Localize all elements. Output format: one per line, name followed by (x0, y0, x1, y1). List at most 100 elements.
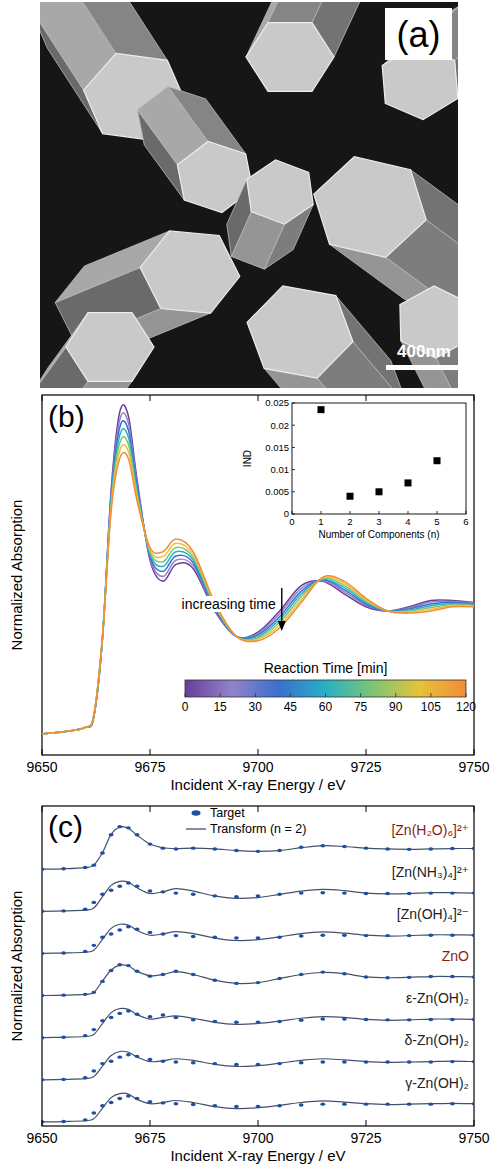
colorbar-tick (395, 693, 396, 697)
target-point (450, 891, 455, 894)
target-point (407, 1060, 412, 1063)
crystal (137, 87, 252, 213)
target-point (174, 1016, 179, 1019)
target-point (407, 1018, 412, 1021)
spectrum-line (42, 437, 474, 734)
target-point (109, 1101, 114, 1104)
crystal-top (247, 286, 353, 378)
target-point (126, 1009, 131, 1012)
target-point (109, 889, 114, 892)
target-point (256, 981, 261, 984)
colorbar-tick-label: 75 (354, 700, 368, 714)
target-point (148, 1058, 153, 1061)
crystal-face (227, 179, 252, 256)
colorbar: Reaction Time [min]0153045607590105120 (182, 660, 477, 714)
target-point (342, 891, 347, 894)
target-point (385, 1018, 390, 1021)
target-point (91, 1111, 96, 1114)
target-point (100, 1019, 105, 1022)
target-point (256, 894, 261, 897)
target-point (320, 1017, 325, 1020)
legend-label: Transform (n = 2) (210, 822, 306, 836)
target-point (100, 980, 105, 983)
target-point (191, 846, 196, 849)
row-label: γ-Zn(OH)₂ (405, 1075, 469, 1091)
target-point (428, 891, 433, 894)
target-point (61, 951, 66, 954)
row-label: ε-Zn(OH)₂ (406, 990, 469, 1006)
target-point (450, 1018, 455, 1021)
target-point (174, 891, 179, 894)
x-tick (350, 511, 351, 514)
target-point (191, 973, 196, 976)
x-tick-label: 2 (347, 516, 352, 527)
row-label: [Zn(NH₃)₄]²⁺ (392, 864, 469, 880)
y-tick-label: 0.005 (265, 486, 289, 497)
target-point (161, 1059, 166, 1062)
target-point (161, 1101, 166, 1104)
y-tick-label: 0.01 (271, 464, 290, 475)
target-point (234, 1063, 239, 1066)
target-point (428, 847, 433, 850)
point (376, 488, 383, 495)
target-point (299, 1103, 304, 1106)
target-point (385, 847, 390, 850)
target-point (212, 894, 217, 897)
target-point (191, 935, 196, 938)
x-tick (466, 511, 467, 514)
y-axis-title: IND (242, 450, 253, 467)
target-point (61, 867, 66, 870)
x-tick-top (258, 395, 259, 401)
x-tick-top (258, 806, 259, 812)
crystal (382, 4, 458, 119)
target-point (100, 1062, 105, 1065)
x-tick-label: 0 (289, 516, 294, 527)
target-point (450, 975, 455, 978)
annotation-arrowhead (278, 621, 286, 631)
panel-c: [Zn(H₂O)₆]²⁺[Zn(NH₃)₄]²⁺[Zn(OH)₄]²⁻ZnOε-… (8, 806, 490, 1164)
annotation-text: increasing time (182, 596, 276, 612)
target-point (100, 893, 105, 896)
target-point (364, 846, 369, 849)
target-point (256, 1105, 261, 1108)
target-point (407, 976, 412, 979)
x-tick-top (366, 395, 367, 401)
target-point (91, 1069, 96, 1072)
crystal (227, 160, 313, 269)
x-tick-label: 6 (463, 516, 468, 527)
target-point (117, 1012, 122, 1015)
x-tick-label: 4 (405, 516, 410, 527)
inset-frame (292, 403, 466, 514)
target-point (61, 909, 66, 912)
target-point (61, 993, 66, 996)
target-point (117, 963, 122, 966)
x-tick-top (150, 806, 151, 812)
x-tick (258, 749, 259, 755)
target-point (135, 970, 140, 973)
target-point (277, 936, 282, 939)
target-point (428, 975, 433, 978)
colorbar-tick-label: 60 (319, 700, 333, 714)
x-tick-label: 9725 (350, 759, 381, 775)
target-point (83, 908, 88, 911)
target-point (83, 950, 88, 953)
target-point (299, 846, 304, 849)
target-point (342, 1102, 347, 1105)
colorbar-tick (430, 693, 431, 697)
x-tick-label: 9650 (26, 1130, 57, 1146)
target-point (385, 892, 390, 895)
y-tick-label: 0.025 (265, 397, 289, 408)
target-point (472, 1060, 474, 1063)
target-point (117, 928, 122, 931)
target-point (342, 1060, 347, 1063)
x-tick-label: 9650 (26, 759, 57, 775)
x-tick-label: 9750 (458, 759, 489, 775)
reference-spectra (42, 825, 474, 1124)
x-axis-title: Incident X-ray Energy / eV (170, 776, 345, 793)
target-point (212, 978, 217, 981)
target-point (450, 934, 455, 937)
target-point (126, 964, 131, 967)
target-point (342, 934, 347, 937)
target-point (135, 1013, 140, 1016)
sem-content (40, 2, 458, 388)
